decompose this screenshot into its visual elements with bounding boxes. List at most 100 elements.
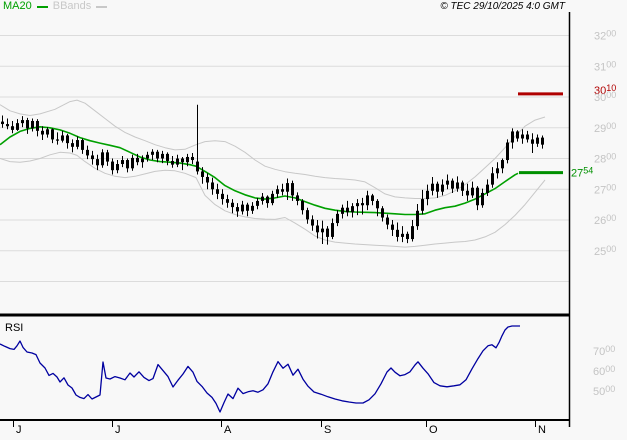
candle-body: [41, 130, 44, 135]
candle-body: [81, 140, 84, 150]
candle-body: [231, 202, 234, 208]
candle-body: [466, 190, 469, 196]
candle-body: [246, 204, 249, 211]
candle-body: [381, 208, 384, 218]
rsi-axis-label: 7000: [593, 344, 615, 358]
candle-body: [106, 152, 109, 162]
candle-body: [221, 193, 224, 200]
candle-body: [11, 126, 14, 130]
candle-body: [346, 207, 349, 213]
candle-body: [126, 160, 129, 169]
candle-body: [471, 187, 474, 196]
candle-body: [351, 206, 354, 213]
candle-body: [286, 183, 289, 192]
candle-body: [166, 153, 169, 161]
candle-body: [436, 183, 439, 192]
candle-body: [366, 195, 369, 206]
candle-body: [116, 164, 119, 171]
candle-body: [401, 233, 404, 237]
candle-body: [301, 200, 304, 211]
candle-body: [161, 153, 164, 159]
price-axis-label: 2500: [594, 244, 616, 258]
candle-body: [521, 134, 524, 139]
month-label: O: [429, 424, 438, 436]
month-label: J: [16, 424, 22, 436]
candle-body: [271, 193, 274, 204]
candle-body: [316, 225, 319, 233]
candle-body: [281, 189, 284, 192]
month-label: A: [224, 424, 232, 436]
candle-body: [121, 160, 124, 165]
candle-body: [146, 154, 149, 159]
candle-body: [236, 207, 239, 212]
candle-body: [431, 183, 434, 191]
candle-body: [541, 137, 544, 145]
candle-body: [526, 134, 529, 140]
price-level-label: 2754: [571, 166, 593, 180]
candle-body: [496, 168, 499, 174]
candle-body: [501, 160, 504, 169]
legend-ma20-label: MA20: [3, 0, 32, 12]
price-axis-label: 2600: [594, 213, 616, 227]
candle-body: [91, 155, 94, 160]
price-axis-label: 3000: [594, 90, 616, 104]
candle-body: [46, 129, 49, 135]
legend-ma20-line-swatch: [36, 5, 48, 8]
candle-body: [376, 200, 379, 209]
candle-body: [296, 195, 299, 201]
candle-body: [176, 158, 179, 165]
candle-body: [426, 190, 429, 200]
candle-body: [181, 158, 184, 163]
legend-bbands-label: BBands: [52, 0, 92, 12]
candle-body: [206, 176, 209, 183]
candle-body: [171, 160, 174, 165]
candle-body: [196, 161, 199, 172]
candle-body: [251, 205, 254, 211]
candle-body: [71, 143, 74, 147]
candle-body: [476, 187, 479, 206]
candle-body: [491, 173, 494, 185]
candle-body: [386, 217, 389, 225]
candle-body: [66, 135, 69, 144]
candle-body: [151, 151, 154, 155]
price-axis-label: 3100: [594, 59, 616, 73]
candle-body: [416, 210, 419, 227]
candle-body: [276, 189, 279, 194]
candle-body: [516, 131, 519, 139]
candle-body: [201, 171, 204, 177]
candle-body: [131, 157, 134, 169]
candle-body: [86, 149, 89, 156]
candle-body: [136, 157, 139, 163]
candle-body: [111, 161, 114, 171]
candle-body: [421, 199, 424, 211]
candle-body: [486, 184, 489, 193]
candle-body: [531, 139, 534, 144]
candle-body: [51, 129, 54, 140]
candle-body: [291, 183, 294, 196]
bollinger-lower-line: [0, 151, 546, 248]
candle-body: [266, 196, 269, 204]
price-axis-label: 2700: [594, 182, 616, 196]
price-axis-label: 2800: [594, 152, 616, 166]
candle-body: [36, 120, 39, 131]
candle-body: [446, 180, 449, 185]
candle-body: [456, 182, 459, 189]
candle-body: [336, 213, 339, 224]
candle-body: [56, 139, 59, 141]
candle-body: [26, 120, 29, 129]
candle-body: [61, 135, 64, 141]
price-axis-label: 2900: [594, 121, 616, 135]
candle-body: [451, 180, 454, 189]
month-label: N: [538, 424, 546, 436]
chart-legend: MA20 BBands: [3, 0, 108, 12]
copyright-text: © TEC 29/10/2025 4:0 GMT: [440, 1, 565, 12]
candle-body: [311, 219, 314, 226]
candle-body: [391, 224, 394, 230]
candle-body: [141, 158, 144, 163]
bollinger-upper-line: [0, 99, 546, 199]
candle-body: [16, 123, 19, 130]
rsi-axis-label: 6000: [593, 364, 615, 378]
candle-body: [156, 151, 159, 159]
